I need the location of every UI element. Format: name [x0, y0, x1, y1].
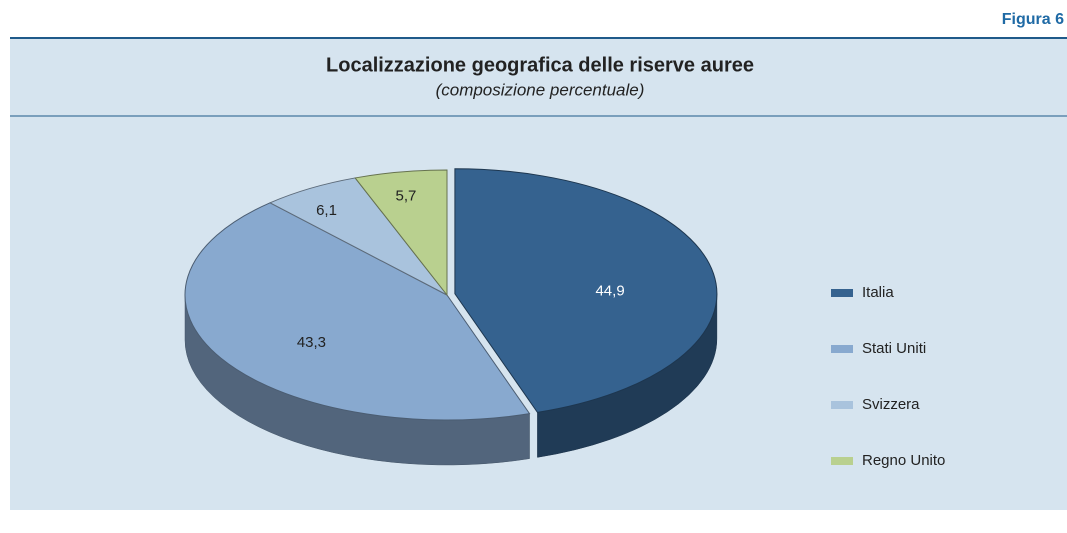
chart-title: Localizzazione geografica delle riserve …: [326, 54, 754, 76]
slice: [354, 169, 448, 297]
slice: [184, 202, 531, 421]
data-label: 5,7: [396, 188, 417, 205]
legend-label: Svizzera: [862, 396, 920, 413]
legend-swatch: [831, 401, 853, 409]
legend-swatch: [831, 289, 853, 297]
legend-label: Regno Unito: [862, 452, 945, 469]
legend-swatch: [831, 457, 853, 465]
data-label: 44,9: [595, 283, 624, 300]
data-label: 43,3: [297, 334, 326, 351]
legend-label: Stati Uniti: [862, 340, 926, 357]
figure-label: Figura 6: [1002, 11, 1064, 28]
legend-label: Italia: [862, 284, 894, 301]
slice: [454, 168, 718, 413]
data-label: 6,1: [316, 202, 337, 219]
chart-subtitle: (composizione percentuale): [436, 80, 645, 99]
legend-swatch: [831, 345, 853, 353]
